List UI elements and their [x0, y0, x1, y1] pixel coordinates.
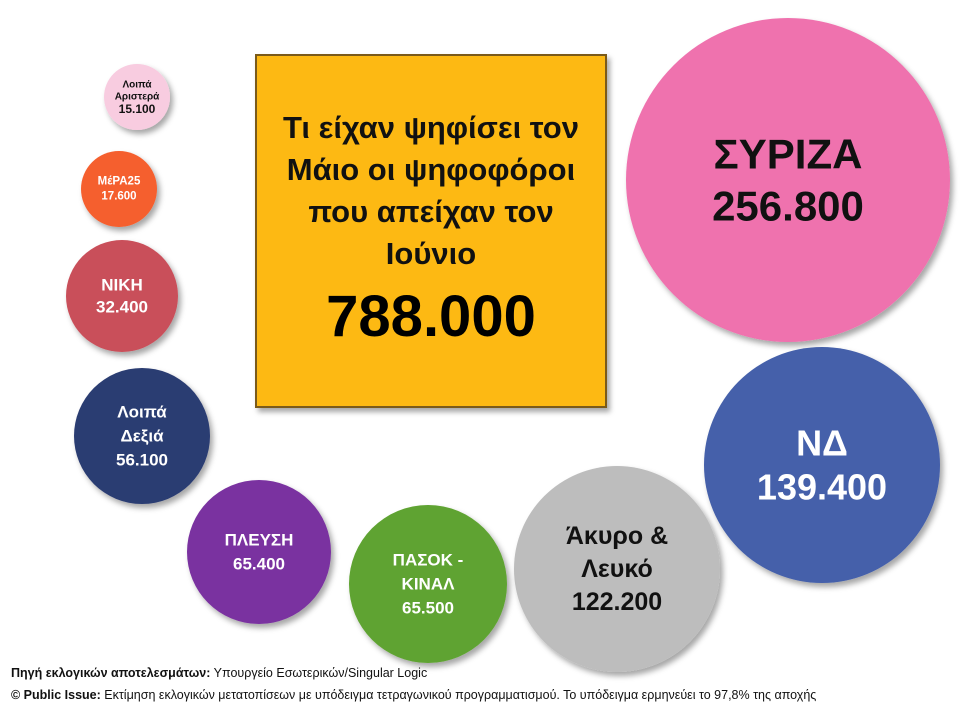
bubble-plefsi-value: 65.400	[233, 555, 285, 574]
bubble-syriza-value: 256.800	[712, 183, 864, 230]
bubble-mera25-label: ΜέΡΑ25	[98, 176, 141, 188]
bubble-loipa-dexia-value: 56.100	[116, 451, 168, 470]
bubble-loipa-dexia-label: Λοιπά	[117, 403, 167, 422]
title-box: Τι είχαν ψηφίσει τον Μάιο οι ψηφοφόροι π…	[255, 54, 607, 408]
bubble-pasok-label: ΠΑΣΟΚ -	[393, 551, 464, 570]
chart-title: Τι είχαν ψηφίσει τον Μάιο οι ψηφοφόροι π…	[283, 109, 579, 271]
footer-source-text: Υπουργείο Εσωτερικών/Singular Logic	[210, 666, 428, 680]
bubble-plefsi-label: ΠΛΕΥΣΗ	[225, 531, 294, 550]
bubble-mera25-value: 17.600	[101, 191, 136, 203]
bubble-loipa-aristera-label: Αριστερά	[115, 92, 160, 103]
bubble-akyro-value: 122.200	[572, 588, 662, 616]
bubble-syriza	[626, 18, 950, 342]
bubble-plefsi	[187, 480, 331, 624]
bubble-nd	[704, 347, 940, 583]
bubble-loipa-aristera-label: Λοιπά	[122, 80, 152, 91]
chart-total: 788.000	[326, 283, 536, 349]
bubble-loipa-dexia-label: Δεξιά	[120, 427, 164, 446]
bubble-niki-label: ΝΙΚΗ	[101, 276, 143, 295]
footer-source-label: Πηγή εκλογικών αποτελεσμάτων:	[11, 666, 211, 680]
bubble-akyro-label: Λευκό	[581, 555, 652, 583]
bubble-nd-value: 139.400	[757, 467, 887, 508]
bubble-loipa-aristera-value: 15.100	[119, 102, 156, 116]
bubble-pasok-label: ΚΙΝΑΛ	[402, 575, 456, 594]
footer-copyright-text: Εκτίμηση εκλογικών μετατοπίσεων με υπόδε…	[100, 688, 817, 702]
footer-copyright: © Public Issue: Εκτίμηση εκλογικών μετατ…	[11, 688, 816, 702]
bubble-akyro	[514, 466, 720, 672]
bubble-mera25	[81, 151, 157, 227]
bubble-niki-value: 32.400	[96, 298, 148, 317]
bubble-pasok-value: 65.500	[402, 599, 454, 618]
footer-source: Πηγή εκλογικών αποτελεσμάτων: Υπουργείο …	[11, 666, 427, 680]
bubble-niki	[66, 240, 178, 352]
bubble-akyro-label: Άκυρο &	[566, 522, 668, 550]
bubble-loipa-dexia	[74, 368, 210, 504]
footer-copyright-label: © Public Issue:	[11, 688, 101, 702]
bubble-pasok	[349, 505, 507, 663]
bubble-syriza-label: ΣΥΡΙΖΑ	[714, 131, 863, 178]
bubble-nd-label: ΝΔ	[796, 423, 848, 464]
bubble-loipa-aristera	[104, 64, 170, 130]
